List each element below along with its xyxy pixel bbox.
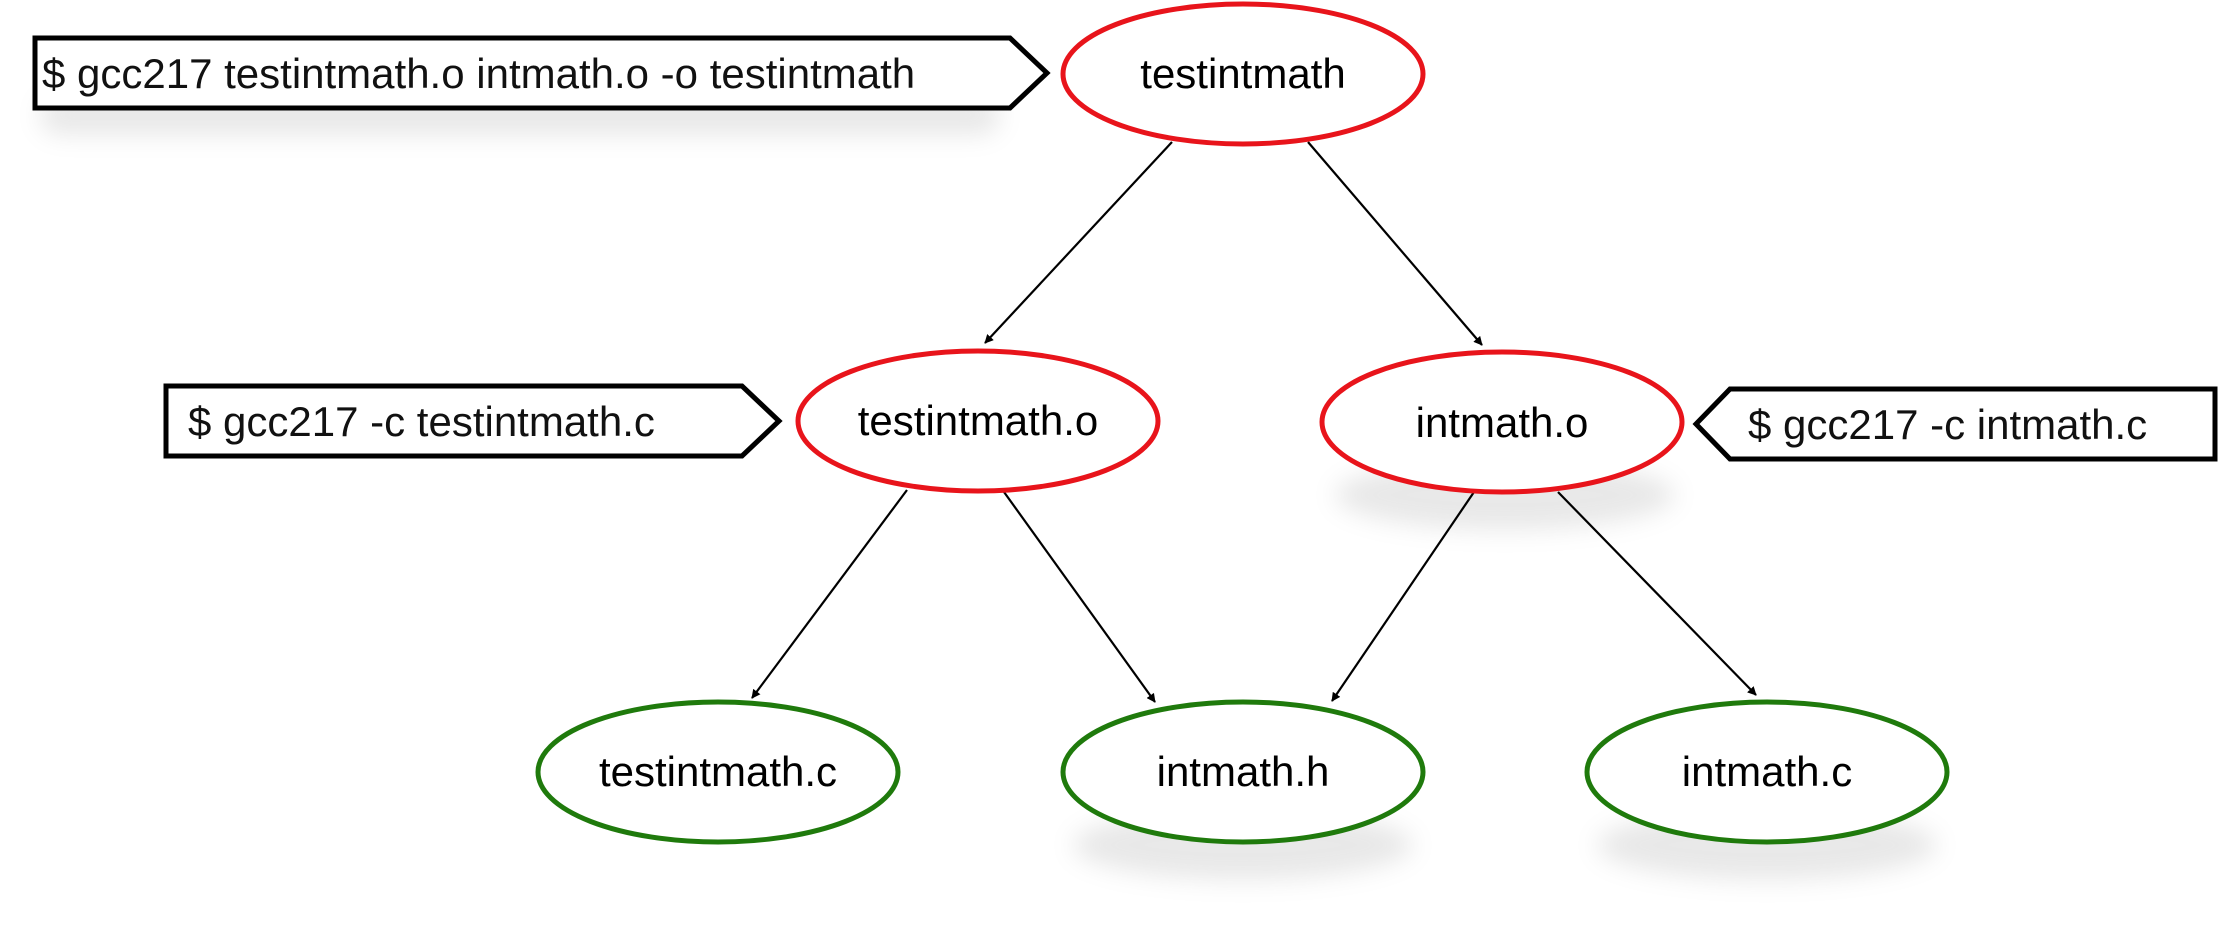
compile-testintmath-text: $ gcc217 -c testintmath.c [188, 398, 655, 445]
node-intmath-c-label: intmath.c [1682, 748, 1852, 795]
compile-intmath-text: $ gcc217 -c intmath.c [1748, 401, 2147, 448]
compile-testintmath-box [163, 383, 783, 459]
node-testintmath: testintmath [1060, 1, 1426, 147]
node-intmath-c-shape [1584, 699, 1950, 845]
node-testintmath-c-label: testintmath.c [599, 748, 837, 795]
compile-intmath-callout: $ gcc217 -c intmath.c [1692, 386, 2218, 462]
edge-testintmath-o-to-testintmath-c [751, 489, 908, 699]
node-testintmath-o-shape [795, 348, 1161, 494]
compile-intmath-box [1692, 386, 2218, 462]
edges [751, 141, 1757, 703]
link-command-box [32, 35, 1051, 111]
edge-intmath-o-to-intmath-h [1331, 491, 1475, 702]
link-command-text: $ gcc217 testintmath.o intmath.o -o test… [42, 50, 915, 97]
node-intmath-c: intmath.c [1584, 699, 1950, 845]
link-command-callout: $ gcc217 testintmath.o intmath.o -o test… [32, 35, 1051, 111]
node-testintmath-shape [1060, 1, 1426, 147]
edge-testintmath-to-intmath-o [1307, 141, 1483, 346]
edge-testintmath-o-to-intmath-h [1003, 491, 1156, 703]
edge-testintmath-to-testintmath-o [984, 141, 1173, 344]
node-intmath-h-shape [1060, 699, 1426, 845]
node-testintmath-label: testintmath [1140, 50, 1345, 97]
node-testintmath-o: testintmath.o [795, 348, 1161, 494]
node-testintmath-c-shape [535, 699, 901, 845]
node-intmath-o-shape [1319, 349, 1685, 495]
edge-intmath-o-to-intmath-c [1557, 491, 1757, 696]
node-intmath-o: intmath.o [1319, 349, 1685, 495]
node-intmath-h: intmath.h [1060, 699, 1426, 845]
node-testintmath-o-label: testintmath.o [858, 397, 1098, 444]
node-intmath-o-label: intmath.o [1416, 399, 1589, 446]
node-intmath-h-label: intmath.h [1157, 748, 1330, 795]
node-testintmath-c: testintmath.c [535, 699, 901, 845]
compile-testintmath-callout: $ gcc217 -c testintmath.c [163, 383, 783, 459]
